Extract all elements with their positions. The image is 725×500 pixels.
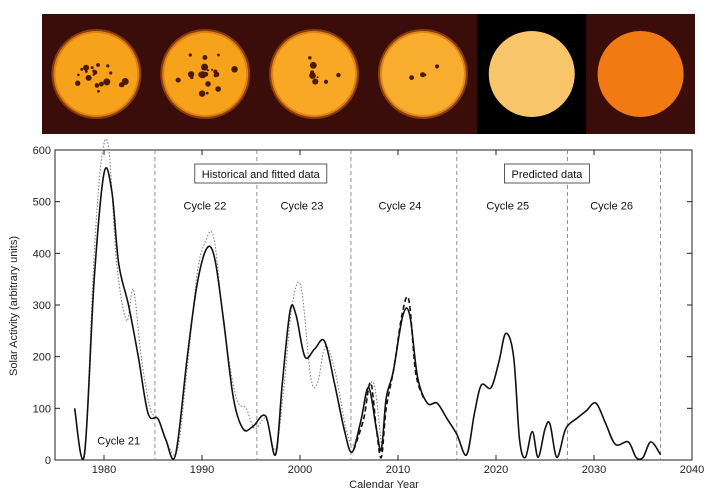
- sunspot: [420, 72, 426, 78]
- sunspot: [214, 71, 220, 77]
- sunspot: [203, 71, 209, 77]
- sunspot: [201, 63, 209, 71]
- cycle-label: Cycle 24: [379, 200, 422, 212]
- sunspot: [83, 64, 90, 71]
- x-tick-label: 1990: [190, 464, 214, 476]
- sunspot: [85, 74, 92, 81]
- sunspot: [202, 55, 208, 60]
- sunspot: [308, 56, 312, 60]
- sunspot: [175, 77, 181, 83]
- cycle-label: Cycle 22: [184, 200, 227, 212]
- solar-activity-chart: Calendar Year Solar Activity (arbitrary …: [8, 138, 704, 491]
- sun-image-strip: [42, 14, 695, 134]
- sun-image-2: [150, 14, 261, 134]
- sun-limb: [377, 29, 468, 119]
- x-tick-label: 2000: [288, 464, 312, 476]
- sunspot: [190, 75, 194, 80]
- y-tick-label: 200: [33, 352, 51, 364]
- sunspot: [103, 78, 111, 86]
- sunspot: [215, 86, 221, 92]
- predicted-data-box-text: Predicted data: [511, 169, 583, 181]
- historical-data-box-frame: [194, 163, 328, 184]
- x-tick-label: 2030: [582, 464, 606, 476]
- sunspot: [188, 53, 192, 57]
- sunspot: [206, 69, 209, 72]
- cycle-label: Cycle 21: [97, 436, 140, 448]
- sun-image-3: [259, 14, 369, 134]
- y-axis-title: Solar Activity (arbitrary units): [8, 236, 20, 376]
- sunspot: [80, 67, 84, 71]
- sunspot: [312, 78, 319, 85]
- sunspot: [75, 80, 81, 86]
- y-tick-label: 400: [33, 248, 51, 260]
- sunspot: [99, 81, 104, 87]
- sunspot: [96, 63, 100, 67]
- cycle-label: Cycle 23: [281, 200, 324, 212]
- sun-limb: [51, 29, 142, 119]
- cycle-label: Cycle 26: [590, 200, 633, 212]
- sunspot: [434, 64, 440, 69]
- y-tick-label: 500: [33, 197, 51, 209]
- y-tick-label: 100: [33, 403, 51, 415]
- series-solid-line: [73, 167, 662, 461]
- sunspot: [409, 75, 415, 81]
- predicted-data-box: Predicted data: [504, 163, 590, 184]
- sun-image-4: [368, 14, 478, 134]
- sun-disk: [488, 31, 575, 117]
- x-axis-title: Calendar Year: [349, 479, 419, 491]
- sunspot: [94, 83, 100, 88]
- sun-image-5: [477, 14, 587, 134]
- sunspot: [205, 91, 209, 95]
- y-tick-label: 600: [33, 145, 51, 157]
- sun-image-1: [42, 14, 152, 134]
- sunspot: [198, 71, 205, 78]
- sunspot: [97, 89, 100, 93]
- sunspot: [92, 69, 96, 73]
- sunspot: [106, 64, 110, 68]
- sunspot: [92, 73, 95, 76]
- sunspot: [309, 61, 317, 69]
- predicted-data-box-frame: [504, 163, 590, 184]
- y-tick-label: 0: [45, 455, 51, 467]
- sunspot: [231, 66, 238, 73]
- x-tick-label: 2010: [386, 464, 410, 476]
- series-dashed-line: [353, 295, 425, 459]
- sunspot: [217, 53, 220, 57]
- sunspot: [309, 72, 316, 79]
- sunspot: [90, 66, 94, 70]
- sunspot: [109, 71, 113, 75]
- sunspot: [121, 77, 129, 86]
- sunspot: [336, 72, 341, 78]
- sunspot: [323, 79, 329, 84]
- x-tick-label: 1980: [92, 464, 116, 476]
- sun-limb: [269, 29, 360, 119]
- x-tick-label: 2040: [680, 464, 704, 476]
- sunspot: [316, 76, 319, 79]
- sun-disk: [597, 31, 684, 117]
- historical-data-box-text: Historical and fitted data: [202, 169, 321, 181]
- sunspot: [198, 90, 206, 97]
- sunspot: [84, 70, 88, 73]
- sunspot: [121, 83, 125, 88]
- sunspot: [210, 68, 214, 71]
- x-tick-label: 2020: [484, 464, 508, 476]
- sunspot: [77, 73, 80, 77]
- cycle-label: Cycle 25: [486, 200, 529, 212]
- sun-limb: [160, 29, 251, 119]
- historical-data-box: Historical and fitted data: [194, 163, 328, 184]
- y-tick-label: 300: [33, 300, 51, 312]
- sunspot: [205, 81, 211, 87]
- sun-image-6: [586, 14, 695, 134]
- series-dotted-line: [74, 138, 382, 459]
- sunspot: [187, 71, 195, 78]
